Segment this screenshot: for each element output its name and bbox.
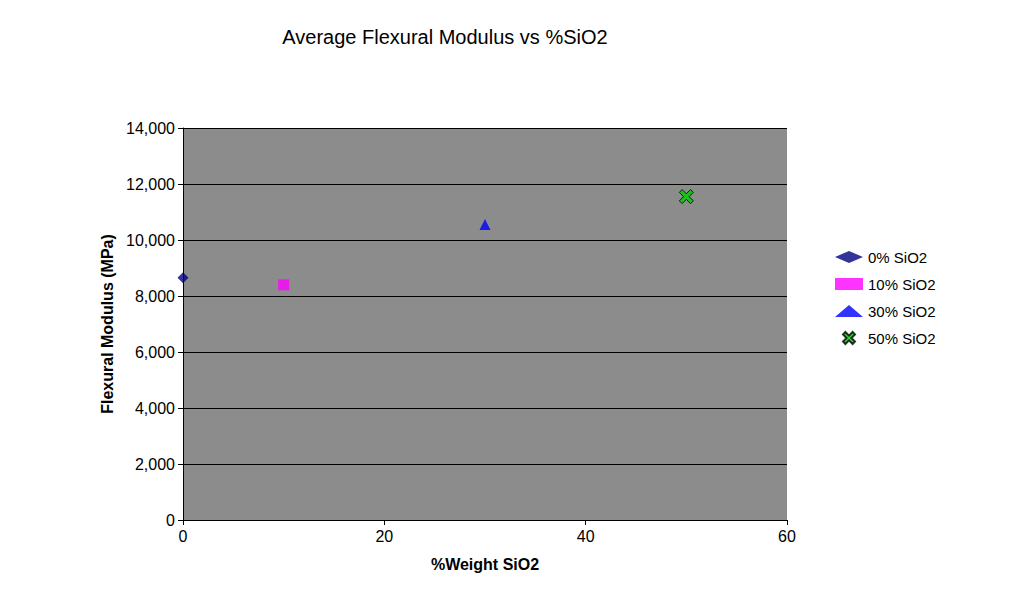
svg-text:0: 0 xyxy=(179,528,188,545)
svg-text:2,000: 2,000 xyxy=(135,456,175,473)
svg-text:30% SiO2: 30% SiO2 xyxy=(868,303,936,320)
svg-text:6,000: 6,000 xyxy=(135,344,175,361)
svg-text:14,000: 14,000 xyxy=(126,120,175,137)
svg-text:50% SiO2: 50% SiO2 xyxy=(868,330,936,347)
svg-text:Flexural Modulus (MPa): Flexural Modulus (MPa) xyxy=(99,234,116,414)
svg-text:12,000: 12,000 xyxy=(126,176,175,193)
svg-text:40: 40 xyxy=(577,528,595,545)
svg-text:0% SiO2: 0% SiO2 xyxy=(868,249,927,266)
svg-text:%Weight SiO2: %Weight SiO2 xyxy=(431,556,539,573)
svg-text:0: 0 xyxy=(166,512,175,529)
svg-text:10,000: 10,000 xyxy=(126,232,175,249)
svg-text:20: 20 xyxy=(375,528,393,545)
svg-text:10% SiO2: 10% SiO2 xyxy=(868,276,936,293)
svg-text:Average Flexural Modulus vs %S: Average Flexural Modulus vs %SiO2 xyxy=(282,26,607,48)
svg-text:60: 60 xyxy=(778,528,796,545)
svg-text:4,000: 4,000 xyxy=(135,400,175,417)
svg-text:8,000: 8,000 xyxy=(135,288,175,305)
